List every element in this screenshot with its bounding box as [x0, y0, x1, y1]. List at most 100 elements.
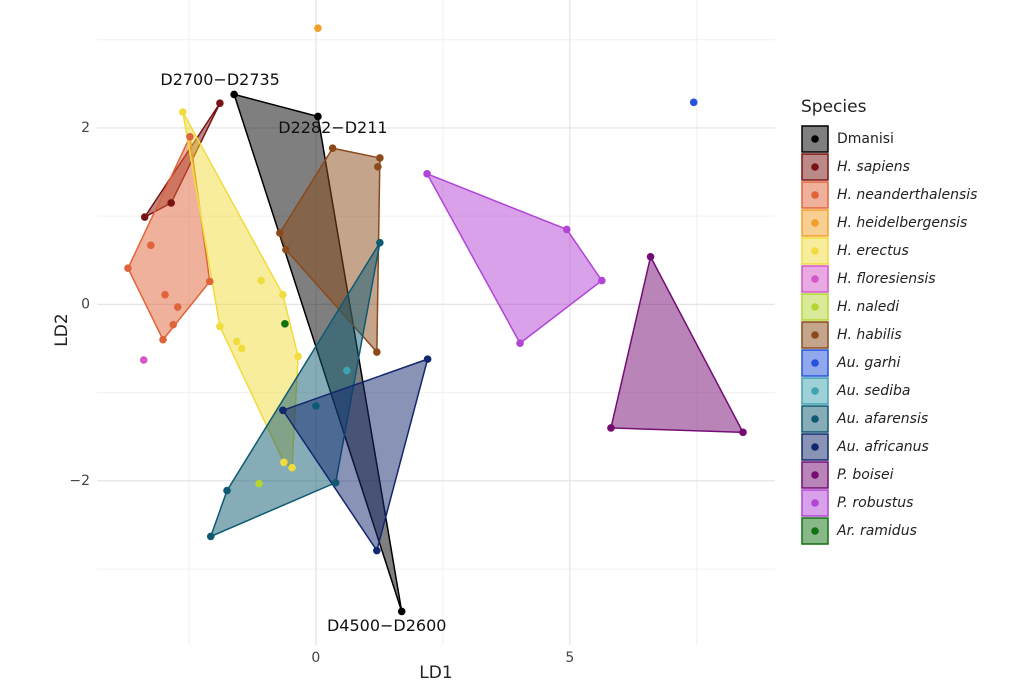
point — [376, 154, 384, 162]
legend-dot — [811, 275, 819, 283]
point — [376, 238, 384, 247]
legend-dot — [811, 303, 819, 311]
legend-dot — [811, 135, 819, 143]
legend-title: Species — [801, 97, 867, 117]
point — [343, 366, 351, 375]
legend: Dmanisi H. sapiens H. neanderthalensis H. h… — [801, 125, 977, 545]
annotation: D4500−D2600 — [327, 616, 446, 635]
point — [205, 277, 214, 286]
point — [331, 478, 340, 487]
point — [279, 290, 287, 299]
point — [288, 463, 296, 472]
point — [173, 303, 182, 311]
legend-key — [801, 237, 829, 265]
legend-dot — [811, 163, 819, 171]
x-tick-label: 0 — [311, 650, 320, 666]
legend-label: Au. sediba — [836, 383, 911, 399]
legend-label: Au. afarensis — [836, 411, 928, 427]
legend-dot — [811, 331, 819, 339]
legend-dot — [811, 443, 819, 451]
legend-dot — [811, 359, 819, 367]
legend-label: H. erectus — [837, 243, 909, 259]
point — [169, 320, 177, 329]
hull — [425, 172, 603, 345]
point — [230, 90, 238, 99]
legend-label: H. sapiens — [837, 159, 910, 175]
legend-label: H. naledi — [837, 299, 899, 315]
point — [186, 132, 194, 141]
point — [159, 335, 167, 344]
legend-label: Au. garhi — [836, 355, 900, 371]
point — [179, 108, 187, 116]
point — [312, 402, 320, 410]
point — [124, 264, 132, 273]
legend-dot — [811, 415, 819, 423]
legend-label: P. robustus — [837, 495, 913, 511]
point — [373, 348, 381, 356]
point — [281, 320, 289, 328]
points — [124, 24, 747, 616]
point — [397, 607, 406, 616]
legend-key — [801, 461, 829, 489]
point — [689, 98, 698, 107]
legend-label: H. neanderthalensis — [837, 187, 977, 203]
legend-dot — [811, 219, 819, 227]
point — [374, 162, 382, 171]
point — [216, 322, 224, 331]
legend-dot — [811, 527, 819, 535]
legend-label: H. habilis — [837, 327, 902, 343]
legend-dot — [811, 387, 819, 395]
point — [314, 112, 322, 121]
point — [280, 458, 288, 467]
point — [161, 290, 169, 299]
point — [294, 352, 302, 361]
point — [607, 424, 615, 432]
point — [147, 241, 155, 250]
y-tick-label: 2 — [81, 120, 90, 136]
x-axis-title: LD1 — [419, 663, 452, 683]
point — [598, 276, 606, 285]
point — [140, 213, 149, 221]
point — [167, 199, 175, 207]
point — [739, 428, 747, 437]
point — [206, 532, 215, 541]
point — [423, 355, 432, 363]
point — [516, 339, 524, 348]
legend-dot — [811, 499, 819, 507]
hulls — [127, 93, 745, 612]
point — [276, 229, 284, 237]
legend-key — [801, 405, 829, 433]
legend-label: P. boisei — [837, 467, 894, 483]
point — [373, 546, 381, 555]
annotation: D2700−D2735 — [160, 70, 279, 89]
y-tick-label: −2 — [69, 473, 90, 489]
legend-dot — [811, 191, 819, 199]
legend-dot — [811, 247, 819, 255]
point — [223, 486, 231, 495]
point — [423, 170, 431, 178]
legend-key — [801, 433, 829, 461]
point — [314, 24, 322, 33]
point — [279, 406, 287, 415]
point — [237, 344, 246, 353]
point — [255, 479, 263, 488]
y-tick-label: 0 — [81, 296, 90, 312]
legend-label: Dmanisi — [837, 131, 894, 147]
point — [328, 144, 337, 153]
legend-label: Ar. ramidus — [836, 523, 917, 539]
legend-label: Au. africanus — [836, 439, 929, 455]
point — [257, 276, 265, 285]
point — [139, 356, 148, 364]
legend-label: H. heidelbergensis — [837, 215, 967, 231]
point — [282, 245, 290, 254]
point — [646, 252, 655, 261]
point — [232, 337, 241, 346]
legend-label: H. floresiensis — [837, 271, 936, 287]
legend-dot — [811, 471, 819, 479]
y-axis-title: LD2 — [52, 313, 72, 346]
point — [216, 99, 224, 108]
point — [562, 225, 571, 234]
annotation: D2282−D211 — [278, 118, 387, 137]
x-tick-label: 5 — [565, 650, 574, 666]
